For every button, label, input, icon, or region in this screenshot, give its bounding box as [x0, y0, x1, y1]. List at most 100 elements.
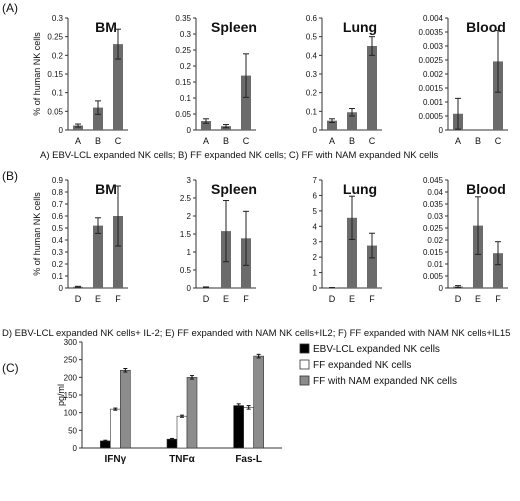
- c6-y-tick-label: 3: [313, 238, 318, 247]
- caption-b: D) EBV-LCL expanded NK cells+ IL-2; E) F…: [2, 328, 510, 339]
- panel-a-label: (A): [2, 1, 18, 15]
- c7-y-tick-label: 0.005: [423, 272, 444, 281]
- c4-y-tick-label: 0.8: [52, 188, 64, 197]
- c4-y-tick-label: 0.7: [52, 200, 64, 209]
- c2-y-tick-label: 0: [313, 126, 318, 135]
- c7-y-tick-label: 0: [439, 284, 444, 293]
- c4-bar: [113, 216, 123, 288]
- c1-bar: [201, 121, 211, 130]
- c7-x-tick-label: E: [475, 294, 481, 304]
- c8-y-tick-label: 250: [64, 356, 78, 365]
- c3-x-tick-label: C: [495, 136, 502, 146]
- c5-x-tick-label: D: [203, 294, 210, 304]
- panel-b-label: (B): [2, 169, 18, 183]
- c6-y-tick-label: 1: [313, 269, 318, 278]
- c8-bar: [120, 369, 131, 449]
- c6-y-tick-label: 5: [313, 207, 318, 216]
- c4-y-tick-label: 0.1: [52, 272, 64, 281]
- c8-legend-swatch: [299, 375, 310, 386]
- caption-a: A) EBV-LCL expanded NK cells; B) FF expa…: [40, 150, 439, 161]
- c0-y-tick-label: 0.15: [47, 70, 63, 79]
- c1-y-tick-label: 0: [187, 126, 192, 135]
- c4-x-tick-label: F: [115, 294, 121, 304]
- c4-x-tick-label: E: [95, 294, 101, 304]
- c8-y-axis-label: pg/ml: [56, 384, 66, 406]
- c5-x-tick-label: F: [243, 294, 249, 304]
- c7-bar: [473, 225, 483, 288]
- c3-y-tick-label: 0.002: [423, 70, 444, 79]
- c8-y-tick-label: 300: [64, 338, 78, 347]
- c7-y-tick-label: 0.01: [427, 260, 443, 269]
- c1-y-tick-label: 0.15: [175, 78, 191, 87]
- c4-y-tick-label: 0.5: [52, 224, 64, 233]
- c4-y-tick-label: 0.6: [52, 212, 64, 221]
- c2-x-tick-label: A: [329, 136, 335, 146]
- c2-x-tick-label: C: [369, 136, 376, 146]
- c0-y-tick-label: 0.1: [52, 89, 64, 98]
- c1-y-tick-label: 0.05: [175, 110, 191, 119]
- c7-y-tick-label: 0.035: [423, 200, 444, 209]
- c7-x-tick-label: D: [455, 294, 462, 304]
- c2-y-tick-label: 0.1: [306, 107, 318, 116]
- c6-y-tick-label: 0: [313, 284, 318, 293]
- c7-y-tick-label: 0.04: [427, 188, 443, 197]
- c0-x-tick-label: A: [75, 136, 81, 146]
- c6-x-tick-label: E: [349, 294, 355, 304]
- c5-x-tick-label: E: [223, 294, 229, 304]
- c7-title: Blood: [466, 181, 506, 197]
- c8-y-tick-label: 150: [64, 391, 78, 400]
- c2-x-tick-label: B: [349, 136, 355, 146]
- c3-y-tick-label: 0.0025: [419, 56, 444, 65]
- c5-title: Spleen: [211, 181, 257, 197]
- c3-bar: [493, 61, 503, 130]
- c1-x-tick-label: A: [203, 136, 209, 146]
- c8-legend-swatch: [299, 343, 310, 354]
- c3-title: Blood: [466, 19, 506, 35]
- c1-y-tick-label: 0.1: [180, 94, 192, 103]
- c0-y-tick-label: 0.3: [52, 14, 64, 23]
- c1-x-tick-label: C: [243, 136, 250, 146]
- c2-y-tick-label: 0.5: [306, 33, 318, 42]
- c4-y-tick-label: 0: [59, 284, 64, 293]
- c8-x-tick-label: TNFα: [169, 454, 195, 465]
- c5-y-tick-label: 2.5: [180, 194, 192, 203]
- c7-bar: [493, 253, 503, 288]
- c4-y-tick-label: 0.3: [52, 248, 64, 257]
- c8-bar: [110, 408, 121, 449]
- c4-x-tick-label: D: [75, 294, 82, 304]
- c2-y-tick-label: 0.4: [306, 51, 318, 60]
- c0-bar: [93, 107, 103, 130]
- c6-x-tick-label: F: [369, 294, 375, 304]
- c0-title: BM: [95, 19, 117, 35]
- c0-bar: [113, 44, 123, 131]
- c5-y-tick-label: 1.5: [180, 230, 192, 239]
- c5-y-tick-label: 0: [187, 284, 192, 293]
- c8-bar: [186, 377, 198, 449]
- c8-legend-label: FF with NAM expanded NK cells: [313, 376, 457, 387]
- c3-y-tick-label: 0: [439, 126, 444, 135]
- c0-x-tick-label: C: [115, 136, 122, 146]
- c7-y-tick-label: 0.015: [423, 248, 444, 257]
- c2-bar: [367, 46, 377, 130]
- c6-y-tick-label: 2: [313, 253, 318, 262]
- c0-y-tick-label: 0.2: [52, 51, 64, 60]
- c4-bar: [93, 225, 103, 288]
- c8-y-tick-label: 0: [73, 444, 78, 453]
- c1-y-tick-label: 0.3: [180, 30, 192, 39]
- c1-title: Spleen: [211, 19, 257, 35]
- c2-y-tick-label: 0.6: [306, 14, 318, 23]
- c8-bar: [253, 355, 264, 449]
- c3-y-tick-label: 0.003: [423, 42, 444, 51]
- c1-x-tick-label: B: [223, 136, 229, 146]
- c3-y-tick-label: 0.004: [423, 14, 444, 23]
- c8-y-tick-label: 50: [68, 426, 77, 435]
- c2-y-tick-label: 0.3: [306, 70, 318, 79]
- c4-title: BM: [95, 181, 117, 197]
- c0-x-tick-label: B: [95, 136, 101, 146]
- c3-x-tick-label: A: [455, 136, 461, 146]
- c8-legend-label: FF expanded NK cells: [313, 360, 411, 371]
- c2-bar: [347, 112, 357, 130]
- c7-y-tick-label: 0.045: [423, 176, 444, 185]
- c8-x-tick-label: Fas-L: [235, 454, 262, 465]
- c0-y-tick-label: 0: [59, 126, 64, 135]
